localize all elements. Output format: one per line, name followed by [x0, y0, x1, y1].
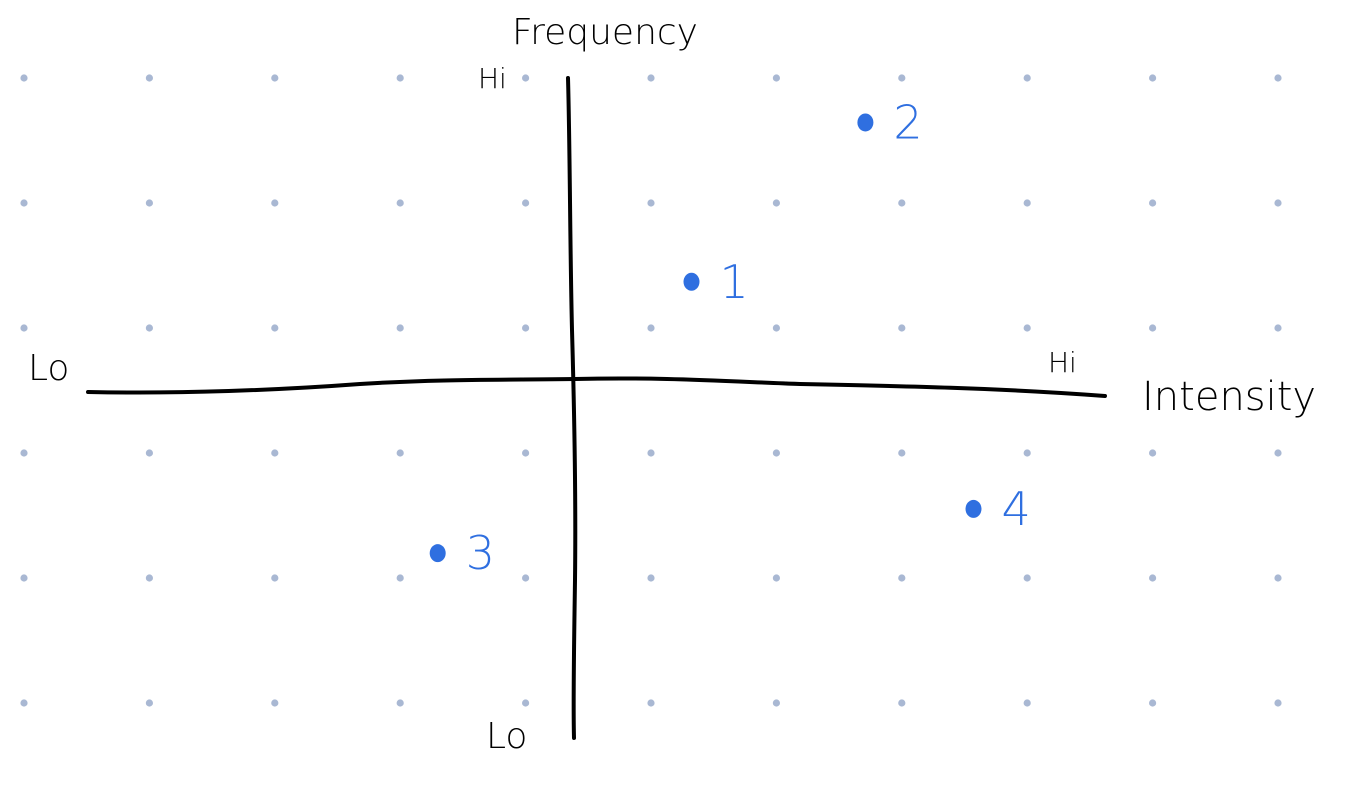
grid-dot	[647, 74, 655, 82]
grid-dot	[396, 574, 404, 582]
grid-dot	[271, 324, 279, 332]
grid-dot	[20, 699, 28, 707]
grid-dot	[396, 699, 404, 707]
grid-dot	[396, 449, 404, 457]
grid-dot	[522, 199, 530, 207]
grid-dot	[898, 74, 906, 82]
point-marker	[965, 499, 982, 518]
point-label: 4	[1002, 482, 1031, 536]
grid-dot	[898, 574, 906, 582]
grid-dot	[772, 449, 781, 457]
point-marker	[429, 544, 446, 563]
grid-dot	[1149, 324, 1157, 332]
intensity-axis	[86, 376, 1107, 398]
grid-dot	[271, 699, 279, 707]
data-point-4: 4	[965, 482, 1031, 536]
grid-dot	[271, 449, 279, 457]
grid-dot	[20, 574, 28, 582]
grid-dot	[145, 574, 153, 582]
grid-dot	[1023, 199, 1031, 207]
grid-dot	[20, 449, 28, 457]
grid-dot	[772, 574, 781, 582]
y-axis-title: Frequency	[512, 12, 698, 53]
data-point-2: 2	[857, 95, 923, 149]
frequency-axis	[566, 76, 578, 740]
grid-dot	[522, 699, 530, 707]
grid-dot	[522, 74, 530, 82]
grid-dot	[145, 199, 153, 207]
grid-dot	[772, 74, 781, 82]
grid-dot	[898, 199, 906, 207]
grid-dot	[1023, 449, 1031, 457]
point-marker	[683, 272, 700, 291]
grid-dot	[1274, 574, 1282, 582]
grid-dot	[1149, 699, 1157, 707]
grid-dot	[647, 324, 655, 332]
point-label: 1	[720, 255, 749, 309]
grid-dot	[647, 699, 655, 707]
dot-grid	[20, 74, 1282, 707]
grid-dot	[145, 699, 153, 707]
point-label: 3	[466, 526, 495, 580]
x-axis-high-label: Hi	[1048, 346, 1077, 379]
grid-dot	[1149, 74, 1157, 82]
grid-dot	[145, 449, 153, 457]
grid-dot	[522, 574, 530, 582]
y-axis-high-label: Hi	[478, 62, 507, 95]
grid-dot	[1274, 74, 1282, 82]
grid-dot	[396, 74, 404, 82]
x-axis-title: Intensity	[1142, 374, 1316, 420]
grid-dot	[1274, 449, 1282, 457]
grid-dot	[1023, 324, 1031, 332]
grid-dot	[1274, 699, 1282, 707]
grid-dot	[772, 199, 781, 207]
grid-dot	[271, 199, 279, 207]
point-label: 2	[893, 95, 922, 149]
data-point-1: 1	[683, 255, 749, 309]
grid-dot	[1023, 574, 1031, 582]
grid-dot	[271, 574, 279, 582]
grid-dot	[1274, 324, 1282, 332]
grid-dot	[1023, 699, 1031, 707]
grid-dot	[1274, 199, 1282, 207]
grid-dot	[20, 324, 28, 332]
grid-dot	[772, 324, 781, 332]
x-axis-low-label: Lo	[28, 348, 69, 389]
data-point-3: 3	[429, 526, 495, 580]
grid-dot	[898, 449, 906, 457]
grid-dot	[271, 74, 279, 82]
grid-dot	[145, 74, 153, 82]
point-marker	[857, 113, 874, 132]
grid-dot	[20, 199, 28, 207]
grid-dot	[522, 449, 530, 457]
y-axis-low-label: Lo	[486, 716, 527, 757]
grid-dot	[647, 449, 655, 457]
grid-dot	[1149, 199, 1157, 207]
grid-dot	[20, 74, 28, 82]
grid-dot	[1149, 449, 1157, 457]
grid-dot	[145, 324, 153, 332]
grid-dot	[396, 324, 404, 332]
grid-dot	[522, 324, 530, 332]
grid-dot	[647, 574, 655, 582]
grid-dot	[1149, 574, 1157, 582]
grid-dot	[647, 199, 655, 207]
grid-dot	[772, 699, 781, 707]
grid-dot	[1023, 74, 1031, 82]
grid-dot	[396, 199, 404, 207]
data-points: 1 2 3 4	[429, 95, 1031, 580]
grid-dot	[898, 699, 906, 707]
grid-dot	[898, 324, 906, 332]
